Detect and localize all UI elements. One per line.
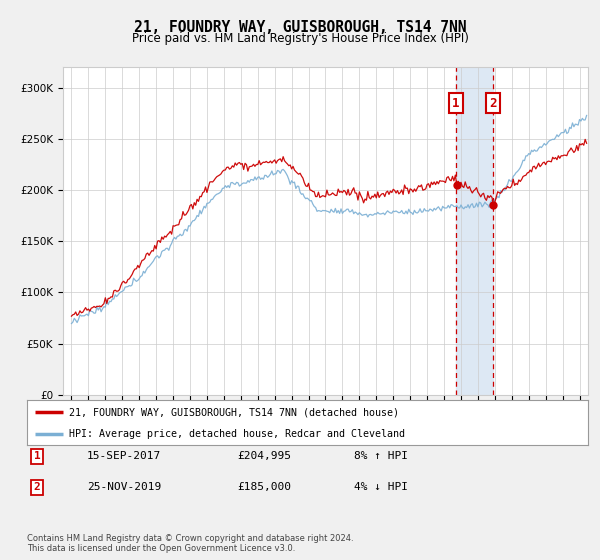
Text: 1: 1 xyxy=(452,96,460,110)
Text: 15-SEP-2017: 15-SEP-2017 xyxy=(87,451,161,461)
Text: 2: 2 xyxy=(490,96,497,110)
Text: 21, FOUNDRY WAY, GUISBOROUGH, TS14 7NN (detached house): 21, FOUNDRY WAY, GUISBOROUGH, TS14 7NN (… xyxy=(69,407,399,417)
Text: 8% ↑ HPI: 8% ↑ HPI xyxy=(354,451,408,461)
Text: 25-NOV-2019: 25-NOV-2019 xyxy=(87,482,161,492)
Text: 2: 2 xyxy=(34,482,41,492)
Text: 4% ↓ HPI: 4% ↓ HPI xyxy=(354,482,408,492)
Text: £185,000: £185,000 xyxy=(237,482,291,492)
Text: HPI: Average price, detached house, Redcar and Cleveland: HPI: Average price, detached house, Redc… xyxy=(69,428,405,438)
Text: Price paid vs. HM Land Registry's House Price Index (HPI): Price paid vs. HM Land Registry's House … xyxy=(131,32,469,45)
Text: £204,995: £204,995 xyxy=(237,451,291,461)
Bar xyxy=(456,67,493,395)
Text: Contains HM Land Registry data © Crown copyright and database right 2024.
This d: Contains HM Land Registry data © Crown c… xyxy=(27,534,353,553)
Text: 1: 1 xyxy=(34,451,41,461)
Text: 21, FOUNDRY WAY, GUISBOROUGH, TS14 7NN: 21, FOUNDRY WAY, GUISBOROUGH, TS14 7NN xyxy=(134,20,466,35)
